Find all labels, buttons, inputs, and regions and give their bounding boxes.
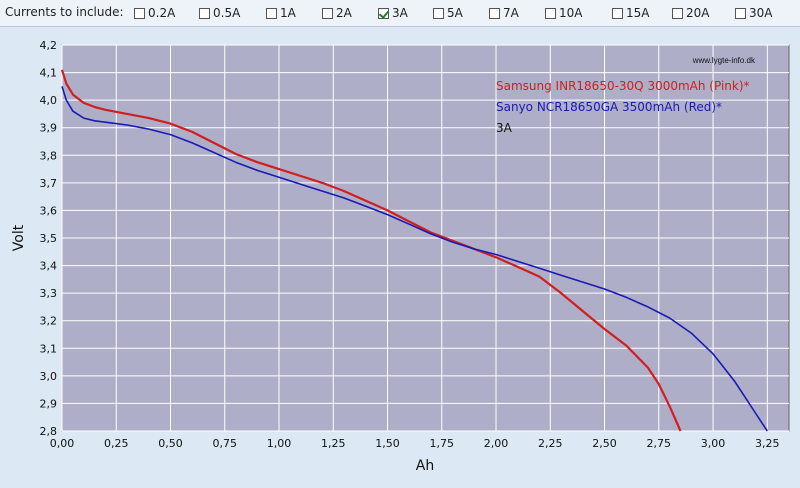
y-axis-label: Volt [11,224,27,251]
current-option-3A[interactable]: 3A [378,4,408,22]
y-tick-label: 3,0 [40,370,58,383]
checkbox-icon[interactable] [378,7,389,19]
y-tick-label: 3,4 [40,260,58,273]
legend-current: 3A [496,121,513,135]
x-tick-label: 3,25 [755,437,780,450]
y-tick-label: 4,0 [40,94,58,107]
checkbox-icon[interactable] [489,7,500,19]
checkbox-icon[interactable] [545,7,556,19]
watermark: www.lygte-info.dk [692,56,756,65]
y-tick-label: 3,8 [40,149,58,162]
x-tick-label: 2,00 [484,437,509,450]
current-option-label: 20A [686,6,710,20]
discharge-chart: 0,00 0,25 0,50 0,75 1,00 1,25 1,50 1,75 2,00 2,25… [11,39,790,474]
x-tick-label: 2,25 [538,437,563,450]
checkbox-icon[interactable] [672,7,683,19]
y-tick-label: 3,2 [40,315,58,328]
x-tick-label: 1,75 [430,437,455,450]
checkbox-icon[interactable] [266,7,277,19]
current-option-label: 5A [447,6,463,20]
x-tick-label: 0,00 [50,437,75,450]
current-option-label: 10A [559,6,583,20]
current-option-20A[interactable]: 20A [672,4,709,22]
series-lines [60,69,768,432]
y-tick-label: 4,2 [40,39,58,52]
x-tick-label: 0,25 [104,437,129,450]
current-option-label: 7A [503,6,519,20]
y-tick-label: 3,6 [40,204,58,217]
x-tick-label: 0,75 [213,437,238,450]
currents-label: Currents to include: [5,5,124,19]
y-tick-label: 2,8 [40,425,58,438]
current-option-label: 0.5A [213,6,241,20]
x-tick-label: 2,50 [592,437,617,450]
current-option-7A[interactable]: 7A [489,4,519,22]
checkbox-icon[interactable] [134,7,145,19]
y-tick-label: 3,9 [40,122,58,135]
current-option-0_5A[interactable]: 0.5A [199,4,240,22]
current-option-30A[interactable]: 30A [735,4,772,22]
x-tick-label: 2,75 [647,437,672,450]
y-tick-label: 4,1 [40,67,58,80]
checkbox-icon[interactable] [433,7,444,19]
checkbox-icon[interactable] [322,7,333,19]
y-tick-label: 3,7 [40,177,58,190]
checkbox-icon[interactable] [735,7,746,19]
grid-lines [61,44,789,432]
current-option-label: 15A [626,6,650,20]
current-option-label: 3A [392,6,408,20]
x-tick-label: 3,00 [701,437,726,450]
legend-samsung: Samsung INR18650-30Q 3000mAh (Pink)* [496,79,750,93]
checkbox-icon[interactable] [612,7,623,19]
current-option-1A[interactable]: 1A [266,4,296,22]
current-option-label: 1A [280,6,296,20]
x-tick-label: 1,50 [375,437,400,450]
y-tick-label: 3,5 [40,232,58,245]
x-tick-label: 1,25 [321,437,346,450]
sanyo-series-line [61,86,768,432]
x-tick-label: 0,50 [158,437,183,450]
checkbox-icon[interactable] [199,7,210,19]
legend-sanyo: Sanyo NCR18650GA 3500mAh (Red)* [496,100,722,114]
y-tick-label: 3,3 [40,287,58,300]
current-option-label: 0.2A [148,6,176,20]
current-option-0_2A[interactable]: 0.2A [134,4,175,22]
current-option-label: 30A [749,6,773,20]
samsung-series-line [60,69,682,432]
x-tick-label: 1,00 [267,437,292,450]
current-option-2A[interactable]: 2A [322,4,352,22]
x-axis-label: Ah [416,458,434,474]
y-tick-label: 2,9 [40,397,58,410]
current-option-label: 2A [336,6,352,20]
current-option-15A[interactable]: 15A [612,4,649,22]
axis-ticks: 0,00 0,25 0,50 0,75 1,00 1,25 1,50 1,75 2,00 2,25… [40,39,780,450]
y-tick-label: 3,1 [40,342,58,355]
current-option-10A[interactable]: 10A [545,4,582,22]
currents-toolbar: Currents to include: 0.2A 0.5A 1A 2A 3A 5A 7A 1… [0,0,800,27]
current-option-5A[interactable]: 5A [433,4,463,22]
